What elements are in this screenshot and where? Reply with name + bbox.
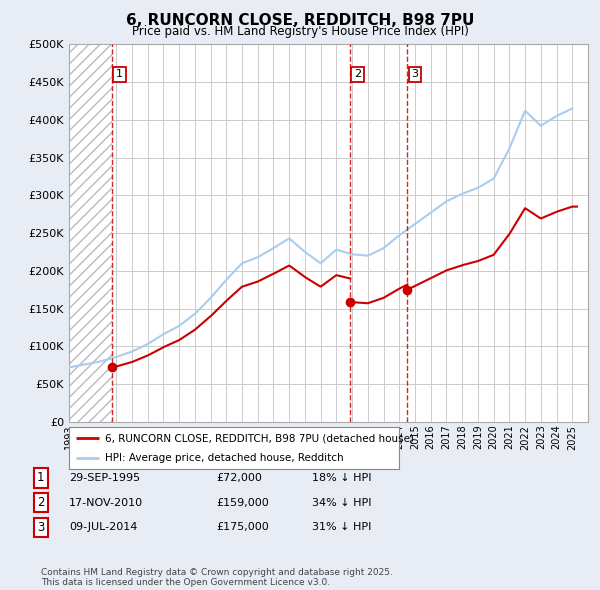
Text: 6, RUNCORN CLOSE, REDDITCH, B98 7PU: 6, RUNCORN CLOSE, REDDITCH, B98 7PU	[126, 13, 474, 28]
Text: £159,000: £159,000	[216, 498, 269, 507]
Text: 29-SEP-1995: 29-SEP-1995	[69, 473, 140, 483]
Text: £175,000: £175,000	[216, 523, 269, 532]
Text: HPI: Average price, detached house, Redditch: HPI: Average price, detached house, Redd…	[106, 453, 344, 463]
Bar	[69, 44, 112, 422]
Text: 09-JUL-2014: 09-JUL-2014	[69, 523, 137, 532]
Text: 1: 1	[116, 70, 123, 80]
Text: 17-NOV-2010: 17-NOV-2010	[69, 498, 143, 507]
Text: 3: 3	[412, 70, 418, 80]
Text: 2: 2	[354, 70, 361, 80]
Text: Price paid vs. HM Land Registry's House Price Index (HPI): Price paid vs. HM Land Registry's House …	[131, 25, 469, 38]
Text: 6, RUNCORN CLOSE, REDDITCH, B98 7PU (detached house): 6, RUNCORN CLOSE, REDDITCH, B98 7PU (det…	[106, 433, 415, 443]
Text: 2: 2	[37, 496, 44, 509]
Text: Contains HM Land Registry data © Crown copyright and database right 2025.
This d: Contains HM Land Registry data © Crown c…	[41, 568, 392, 587]
Text: 34% ↓ HPI: 34% ↓ HPI	[312, 498, 371, 507]
Text: £72,000: £72,000	[216, 473, 262, 483]
Text: 1: 1	[37, 471, 44, 484]
Text: 18% ↓ HPI: 18% ↓ HPI	[312, 473, 371, 483]
Text: 31% ↓ HPI: 31% ↓ HPI	[312, 523, 371, 532]
Text: 3: 3	[37, 521, 44, 534]
